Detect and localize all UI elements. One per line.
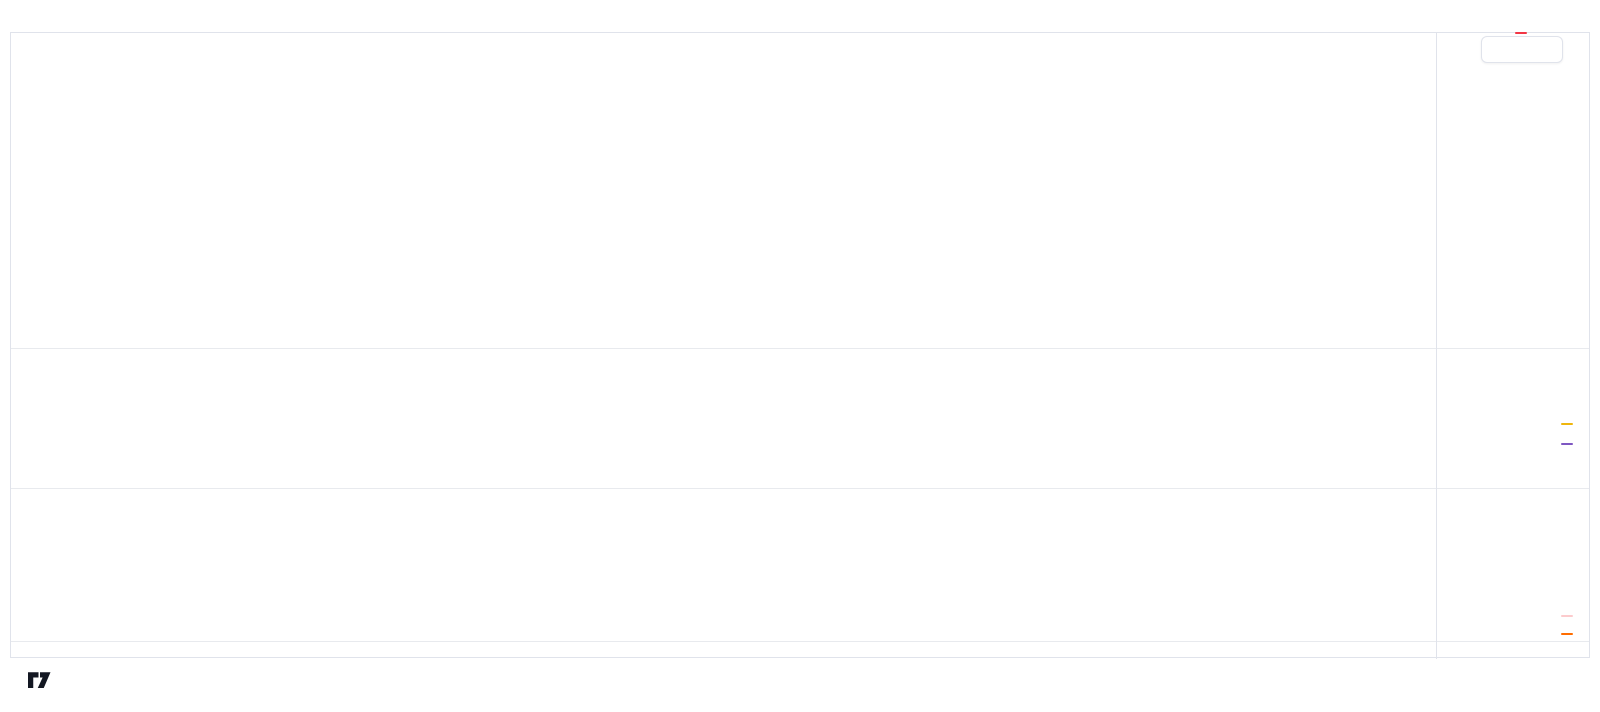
macd-signal-badge: [1561, 633, 1573, 635]
price-axis-border: [1436, 33, 1437, 659]
symbol-title-row: [23, 41, 116, 57]
rsi-ma-badge: [1561, 423, 1573, 425]
tradingview-branding[interactable]: [28, 672, 63, 689]
pane-separator: [11, 488, 1589, 489]
chart-plot-area[interactable]: [11, 33, 1436, 641]
rsi-value-badge: [1561, 443, 1573, 445]
bar-countdown-badge: [1515, 32, 1527, 34]
pane-separator: [11, 348, 1589, 349]
currency-button[interactable]: [1481, 36, 1563, 63]
macd-hist-badge: [1561, 615, 1573, 617]
tradingview-logo-icon: [28, 672, 51, 688]
chart-card: [10, 32, 1590, 659]
pane-separator: [11, 641, 1589, 642]
macd-legend[interactable]: [21, 499, 53, 514]
rsi-legend[interactable]: [21, 355, 44, 370]
